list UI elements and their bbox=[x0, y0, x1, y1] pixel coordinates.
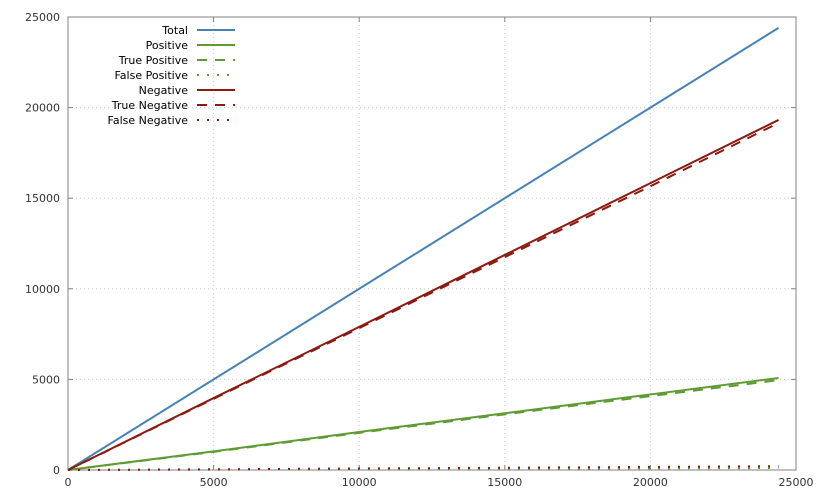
x-tick-label: 25000 bbox=[779, 476, 814, 489]
plot-frame bbox=[67, 16, 797, 471]
y-tick-label: 0 bbox=[53, 464, 60, 477]
y-tick-label: 25000 bbox=[25, 11, 60, 24]
x-tick-label: 10000 bbox=[342, 476, 377, 489]
series-line-true-positive bbox=[67, 379, 779, 471]
x-tick-label: 5000 bbox=[200, 476, 228, 489]
legend-label-false-negative: False Negative bbox=[108, 114, 189, 127]
y-tick-label: 15000 bbox=[25, 192, 60, 205]
x-tick-label: 20000 bbox=[633, 476, 668, 489]
series-line-negative bbox=[67, 119, 779, 471]
legend-label-true-negative: True Negative bbox=[111, 99, 188, 112]
y-tick-label: 10000 bbox=[25, 283, 60, 296]
legend-label-true-positive: True Positive bbox=[118, 54, 188, 67]
legend-label-total: Total bbox=[161, 24, 188, 37]
series-line-positive bbox=[67, 376, 779, 471]
axes: 0 5000 10000 15000 20000 25000 0 5000 10000 15000… bbox=[25, 11, 814, 489]
legend-label-positive: Positive bbox=[146, 39, 189, 52]
legend-label-negative: Negative bbox=[139, 84, 189, 97]
series-lines bbox=[67, 27, 780, 471]
y-tick-label: 20000 bbox=[25, 102, 60, 115]
series-line-false-negative bbox=[67, 465, 779, 471]
y-tick-label: 5000 bbox=[32, 373, 60, 386]
series-line-total bbox=[67, 27, 780, 471]
series-line-true-negative bbox=[67, 122, 779, 471]
legend-label-false-positive: False Positive bbox=[114, 69, 188, 82]
grid bbox=[68, 17, 796, 470]
x-tick-label: 15000 bbox=[487, 476, 522, 489]
x-tick-label: 0 bbox=[65, 476, 72, 489]
legend: Total Positive True Positive False Positive… bbox=[108, 24, 235, 127]
